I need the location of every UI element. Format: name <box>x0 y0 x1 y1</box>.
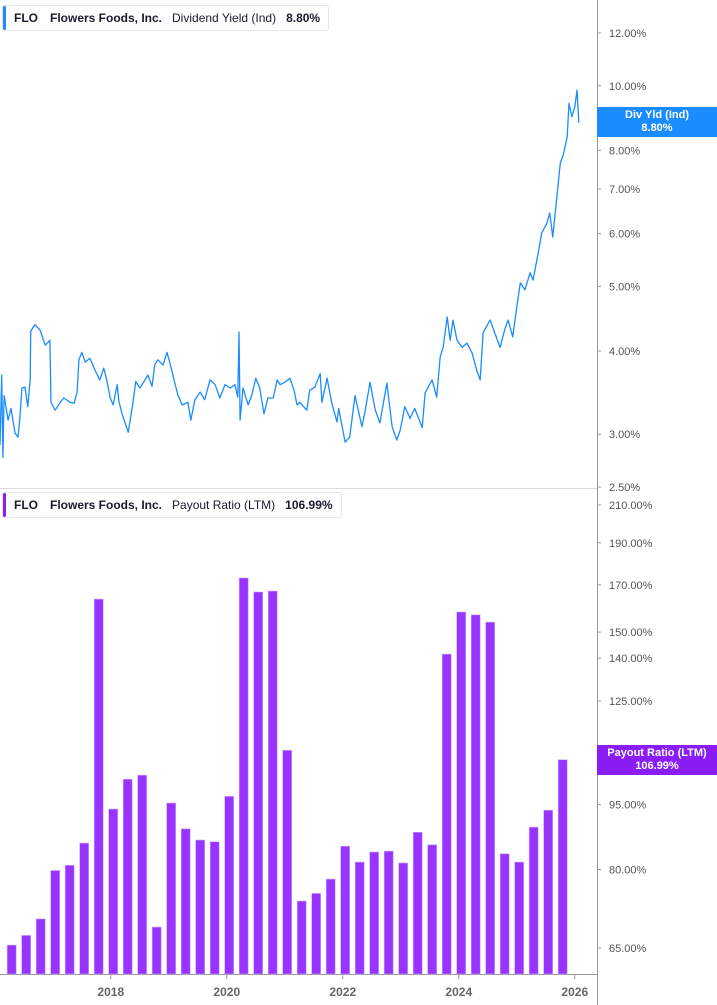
payout-bar <box>253 591 263 975</box>
payout-bar <box>282 749 292 975</box>
badge-value: 106.99% <box>635 760 679 772</box>
badge-value: 8.80% <box>641 122 673 134</box>
y-tick-label: 2.50% <box>609 482 640 494</box>
payout-bars <box>6 577 568 975</box>
payout-bar <box>427 844 437 975</box>
payout-bar <box>485 621 495 975</box>
payout-bar <box>180 828 191 975</box>
payout-bar <box>21 935 31 975</box>
y-tick-label: 3.00% <box>609 429 640 441</box>
payout-bar <box>369 851 379 975</box>
payout-bar <box>151 926 162 975</box>
y-tick-label: 95.00% <box>609 800 647 812</box>
ticker: FLO <box>14 498 38 512</box>
y-tick-label: 80.00% <box>609 865 647 877</box>
payout-bar <box>137 774 147 975</box>
payout-legend-color <box>3 493 6 517</box>
x-tick-label: 2026 <box>561 985 588 999</box>
payout-bar <box>122 778 133 975</box>
ticker: FLO <box>14 11 38 25</box>
payout-bar <box>166 802 176 975</box>
payout-bar <box>354 861 365 975</box>
payout-bar <box>514 861 524 975</box>
payout-bar <box>441 653 452 975</box>
y-tick-label: 210.00% <box>609 500 653 512</box>
payout-bar <box>224 796 234 975</box>
metric-name: Payout Ratio (LTM) <box>172 498 276 512</box>
dividend-yield-line <box>0 89 580 458</box>
payout-bar <box>499 853 510 975</box>
payout-bar <box>195 839 205 975</box>
y-tick-label: 5.00% <box>609 281 640 293</box>
payout-bar <box>383 850 394 975</box>
y-tick-label: 140.00% <box>609 653 653 665</box>
yield-value-badge: Div Yld (Ind) 8.80% <box>597 107 717 137</box>
payout-bar <box>311 893 321 975</box>
payout-bar <box>238 577 249 975</box>
payout-bar <box>412 831 423 975</box>
y-tick-label: 10.00% <box>609 81 647 93</box>
payout-bar <box>6 944 17 975</box>
payout-bar <box>209 841 220 975</box>
payout-bar <box>325 878 336 975</box>
y-tick-label: 65.00% <box>609 943 647 955</box>
payout-bar <box>557 759 568 975</box>
x-tick-label: 2020 <box>213 985 240 999</box>
payout-bar <box>79 842 89 975</box>
payout-bar <box>456 611 466 975</box>
payout-y-axis: 210.00% 190.00% 170.00% 150.00% 140.00% 125.0… <box>597 500 653 955</box>
y-tick-label: 7.00% <box>609 184 640 196</box>
company-name: Flowers Foods, Inc. <box>50 11 163 25</box>
y-tick-label: 150.00% <box>609 627 653 639</box>
x-tick-label: 2024 <box>445 985 472 999</box>
yield-legend: FLO Flowers Foods, Inc. Dividend Yield (… <box>2 5 330 31</box>
payout-bar <box>398 862 408 975</box>
payout-bar <box>108 808 118 975</box>
payout-bar <box>528 826 539 975</box>
metric-name: Dividend Yield (Ind) <box>172 11 277 25</box>
y-tick-label: 170.00% <box>609 580 653 592</box>
y-tick-label: 6.00% <box>609 229 640 241</box>
payout-value-badge: Payout Ratio (LTM) 106.99% <box>597 745 717 775</box>
metric-value: 106.99% <box>285 498 333 512</box>
yield-y-axis: 12.00% 10.00% 8.00% 7.00% 6.00% 5.00% 4.00% 3.0… <box>597 28 647 494</box>
y-tick-label: 12.00% <box>609 28 647 40</box>
badge-label: Div Yld (Ind) <box>625 109 689 121</box>
badge-label: Payout Ratio (LTM) <box>607 747 707 759</box>
y-tick-label: 8.00% <box>609 145 640 157</box>
payout-bar <box>35 918 46 975</box>
payout-bar <box>64 865 75 975</box>
payout-bar <box>340 845 350 975</box>
x-tick-label: 2022 <box>329 985 356 999</box>
payout-bar <box>267 590 278 975</box>
payout-legend: FLO Flowers Foods, Inc. Payout Ratio (LT… <box>2 492 342 518</box>
x-axis: 2018 2020 2022 2024 2026 <box>97 974 588 999</box>
payout-bar <box>296 900 307 975</box>
payout-bar <box>543 809 553 975</box>
y-tick-label: 125.00% <box>609 696 653 708</box>
y-tick-label: 190.00% <box>609 538 653 550</box>
company-name: Flowers Foods, Inc. <box>50 498 163 512</box>
y-tick-label: 4.00% <box>609 346 640 358</box>
payout-bar <box>470 614 481 975</box>
payout-bar <box>93 598 104 975</box>
x-tick-label: 2018 <box>97 985 124 999</box>
metric-value: 8.80% <box>286 11 321 25</box>
yield-legend-color <box>3 6 6 30</box>
payout-bar <box>50 870 60 975</box>
